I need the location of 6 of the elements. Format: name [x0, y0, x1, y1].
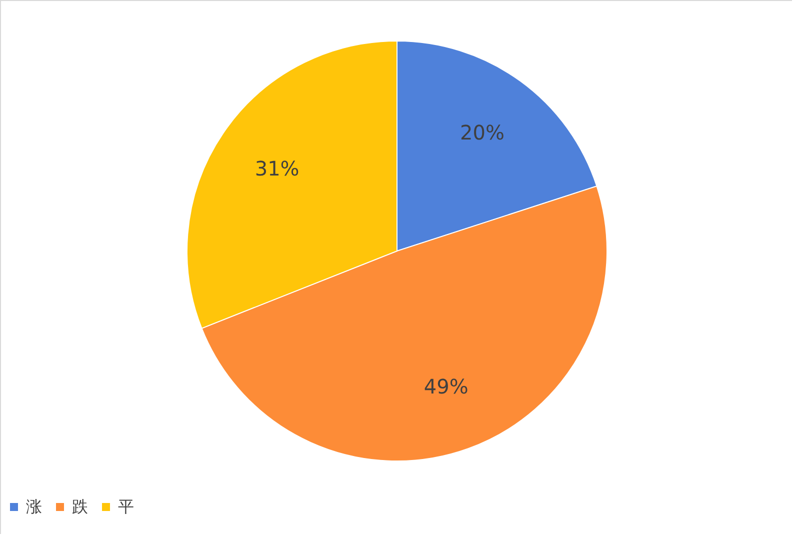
- data-label: 49%: [424, 374, 468, 398]
- legend-label: 跌: [72, 497, 88, 516]
- legend-label: 涨: [26, 497, 42, 516]
- data-label: 31%: [254, 156, 300, 180]
- data-label: 20%: [460, 120, 504, 145]
- legend-label: 平: [118, 497, 134, 516]
